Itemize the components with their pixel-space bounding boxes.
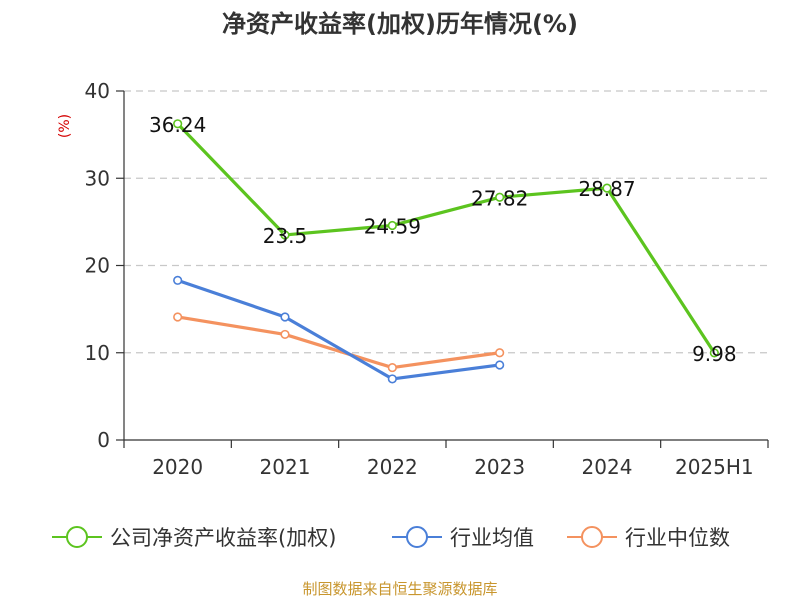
series-line-0	[176, 122, 716, 354]
series-0-point-2024	[602, 183, 612, 193]
y-tick-label-20: 20	[85, 254, 110, 278]
series-2-point-2022	[387, 362, 397, 373]
legend-item-1: 行业均值	[392, 526, 534, 550]
legend-label-2: 行业中位数	[625, 526, 730, 550]
series-1-point-2021	[280, 312, 290, 322]
series-0-point-2023	[495, 192, 505, 202]
series-0-point-2021	[280, 230, 290, 240]
chart-title: 净资产收益率(加权)历年情况(%)	[222, 10, 578, 38]
x-tick-label-2020: 2020	[152, 455, 203, 479]
series-0-point-2020	[173, 119, 183, 129]
axes: 0 10 20 30 40 2020 2021 2022 2023 2024 2025H1	[85, 79, 769, 479]
legend-item-2: 行业中位数	[567, 526, 730, 550]
legend-swatch-marker-2	[581, 526, 603, 548]
x-tick-label-2024: 2024	[582, 455, 633, 479]
series-1-point-2022	[387, 374, 397, 384]
data-label-2022: 24.59	[364, 214, 421, 238]
y-tick-label-30: 30	[85, 166, 110, 190]
series-0-point-2025H1	[709, 348, 719, 358]
x-tick-label-2022: 2022	[367, 455, 418, 479]
data-label-2024: 28.87	[578, 177, 635, 201]
legend-item-0: 公司净资产收益率(加权)	[52, 526, 336, 550]
y-axis-unit-label: (%)	[57, 114, 73, 138]
series-line-2	[177, 315, 500, 370]
series-line-1	[177, 278, 500, 381]
y-tick-label-40: 40	[85, 79, 110, 103]
series-lines	[173, 119, 719, 384]
x-tick-label-2023: 2023	[474, 455, 525, 479]
series-1-point-2023	[495, 360, 505, 370]
data-label-2020: 36.24	[149, 113, 206, 137]
source-note: 制图数据来自恒生聚源数据库	[302, 580, 497, 598]
legend-label-1: 行业均值	[450, 526, 534, 550]
series-0-point-2022	[387, 220, 397, 231]
legend-label-0: 公司净资产收益率(加权)	[110, 526, 336, 550]
series-1-point-2020	[173, 275, 183, 285]
series-2-point-2020	[173, 312, 183, 322]
series-2-point-2021	[280, 329, 290, 340]
gridlines	[124, 90, 768, 354]
data-labels: 36.24 23.5 24.59 27.82 28.87 9.98	[149, 113, 737, 366]
data-label-2023: 27.82	[471, 186, 528, 210]
legend-swatch-marker-1	[406, 526, 428, 548]
x-tick-label-2025H1: 2025H1	[675, 455, 754, 479]
x-tick-label-2021: 2021	[260, 455, 311, 479]
y-tick-label-0: 0	[97, 428, 110, 452]
y-tick-label-10: 10	[85, 341, 110, 365]
data-label-2021: 23.5	[263, 224, 308, 248]
legend: 公司净资产收益率(加权) 行业均值 行业中位数	[52, 526, 730, 550]
data-label-2025H1: 9.98	[692, 342, 737, 366]
series-2-point-2023	[495, 348, 505, 358]
legend-swatch-marker-0	[66, 526, 88, 548]
